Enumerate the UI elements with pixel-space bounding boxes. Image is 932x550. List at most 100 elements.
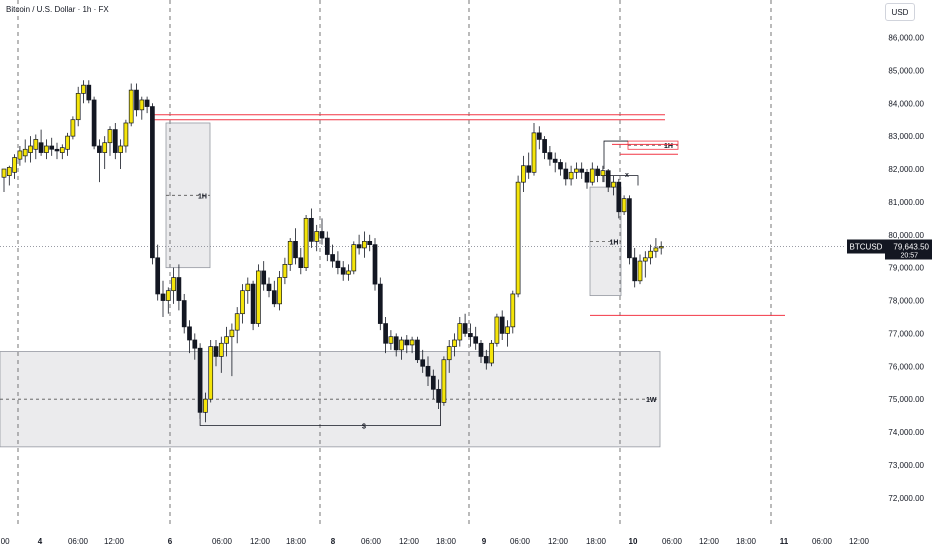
candle-body [203, 398, 208, 413]
candle-body [324, 237, 330, 255]
sweep-label: $ [362, 423, 366, 430]
candle-body [446, 346, 452, 361]
x-tick-label: 18:00 [736, 537, 757, 546]
candle-body [595, 168, 600, 176]
zone-label: 1H [664, 143, 673, 150]
candle-body [293, 241, 298, 259]
candle-body [128, 89, 134, 124]
bracket-line [603, 140, 628, 170]
candle-body [653, 247, 659, 252]
symbol-tag-text: BTCUSD [850, 243, 883, 252]
candle-body [81, 84, 86, 94]
price-tag-value: 79,643.50 [893, 243, 929, 252]
candle-body [558, 162, 563, 170]
y-tick-label: 74,000.00 [888, 428, 924, 437]
candle-body [234, 313, 240, 331]
candle-body [399, 339, 404, 351]
y-tick-label: 79,000.00 [888, 264, 924, 273]
y-tick-label: 86,000.00 [888, 34, 924, 43]
candle-body [224, 336, 229, 344]
candle-body [489, 342, 494, 364]
candle-body [277, 277, 282, 305]
candle-body [160, 293, 166, 301]
candle-body [59, 147, 65, 153]
x-tick-label: 10 [629, 537, 638, 546]
candle-body [547, 152, 553, 160]
candle-body [44, 145, 49, 153]
candle-body [584, 171, 590, 183]
x-tick-label: 06:00 [361, 537, 382, 546]
candle-body [388, 336, 394, 344]
candle-body [245, 283, 251, 292]
candle-body [218, 342, 224, 357]
candle-body [118, 145, 123, 153]
candle-body [192, 339, 198, 349]
candle-body [425, 365, 431, 377]
x-tick-label: 11 [780, 537, 789, 546]
x-tick-label: 06:00 [812, 537, 833, 546]
candle-body [637, 260, 643, 282]
candle-body [605, 170, 611, 188]
currency-button[interactable]: USD [885, 3, 915, 21]
candle-body [65, 135, 70, 150]
candle-body [102, 142, 108, 153]
candle-body [658, 246, 664, 249]
y-tick-label: 85,000.00 [888, 66, 924, 75]
candle-body [282, 264, 288, 278]
y-tick-label: 72,000.00 [888, 494, 924, 503]
price-tag-countdown: 20:57 [900, 253, 918, 260]
candle-body [181, 300, 187, 328]
x-tick-label: 6 [168, 537, 173, 546]
zone-label: 1H [610, 239, 619, 246]
y-tick-label: 83,000.00 [888, 132, 924, 141]
candle-body [319, 231, 325, 239]
candle-body [420, 359, 426, 367]
candle-body [54, 148, 60, 152]
candle-body [213, 346, 219, 357]
zone-label: 1H [198, 193, 207, 200]
candle-body [415, 339, 420, 361]
candle-body [165, 290, 171, 301]
candle-body [409, 339, 415, 346]
candle-body [261, 270, 267, 285]
candle-body [150, 106, 155, 259]
candle-body [176, 277, 182, 301]
candle-body [303, 217, 309, 269]
candle-body [372, 244, 378, 285]
candle-body [404, 339, 410, 346]
candle-body [521, 165, 526, 183]
candle-body [123, 122, 129, 147]
candle-body [298, 257, 304, 269]
x-tick-label: 12:00 [250, 537, 271, 546]
candle-body [367, 241, 373, 245]
x-tick-label: 06:00 [68, 537, 89, 546]
candle-body [621, 198, 627, 213]
candle-body [197, 347, 203, 413]
candle-body [287, 241, 293, 265]
candle-body [335, 260, 341, 269]
y-tick-label: 73,000.00 [888, 461, 924, 470]
candle-body [515, 181, 521, 295]
candle-body [473, 336, 479, 344]
candle-body [542, 139, 547, 153]
candle-body [12, 157, 17, 173]
bracket-line [603, 175, 639, 186]
candle-body [478, 342, 484, 357]
candle-body [134, 89, 139, 111]
candle-body [351, 244, 357, 272]
candle-body [452, 339, 457, 347]
candle-body [462, 323, 468, 334]
candle-body [468, 333, 473, 338]
x-tick-label: 06:00 [510, 537, 531, 546]
x-tick-label: 12:00 [548, 537, 569, 546]
y-tick-label: 80,000.00 [888, 231, 924, 240]
candle-body [144, 99, 150, 107]
candle-body [346, 270, 351, 275]
y-tick-label: 75,000.00 [888, 395, 924, 404]
candle-body [356, 244, 362, 249]
candle-body [28, 145, 33, 153]
candle-body [17, 150, 23, 160]
candle-body [499, 316, 505, 334]
candle-body [70, 119, 76, 137]
